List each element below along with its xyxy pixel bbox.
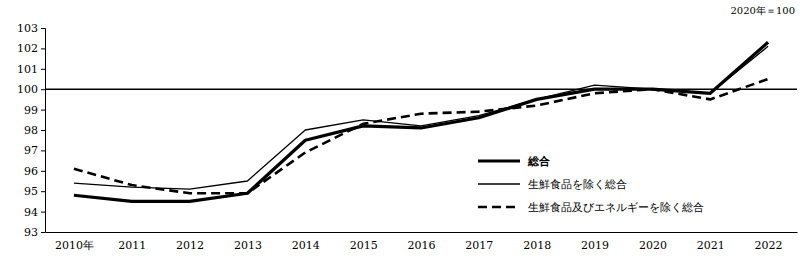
tick-label: 2011: [118, 239, 146, 252]
tick-mark: [41, 232, 45, 233]
plot-area: [45, 42, 797, 201]
tick-mark: [41, 89, 45, 90]
tick-label: 95: [24, 185, 38, 198]
tick-label: 2013: [234, 239, 262, 252]
tick-mark: [41, 28, 45, 29]
tick: 2019: [581, 232, 609, 252]
tick-label: 100: [17, 83, 38, 96]
tick-label: 2022: [755, 239, 783, 252]
tick: 98: [24, 124, 45, 137]
legend-swatch: [478, 159, 520, 162]
subtitle: 2020年＝100: [730, 5, 795, 16]
y-axis: 93 94 95 96 97 98 99 100 101 102 103: [17, 22, 46, 239]
tick-mark: [41, 191, 45, 192]
tick-label: 96: [24, 165, 38, 178]
tick-label: 2012: [176, 239, 204, 252]
tick-label: 103: [17, 22, 38, 35]
series-line: [74, 42, 768, 201]
series-line: [74, 79, 768, 193]
tick-mark: [41, 150, 45, 151]
tick-label: 2020: [639, 239, 667, 252]
tick: 2015: [350, 232, 378, 252]
tick-label: 2018: [523, 239, 551, 252]
tick-label: 2010年: [55, 239, 94, 252]
legend: 総合生鮮食品を除く総合生鮮食品及びエネルギーを除く総合: [478, 155, 704, 214]
x-axis: 2010年 2011 2012 2013 2014 2015 2016 2017 2018 201…: [46, 232, 798, 252]
tick-label: 2021: [697, 239, 725, 252]
tick-mark: [41, 130, 45, 131]
tick-mark: [41, 48, 45, 49]
tick-label: 2017: [465, 239, 493, 252]
tick: 2013: [234, 232, 262, 252]
tick-label: 2016: [408, 239, 436, 252]
legend-swatch: [478, 206, 520, 209]
tick: 101: [17, 63, 45, 76]
tick: 94: [24, 206, 45, 219]
tick-label: 2014: [292, 239, 320, 252]
tick-label: 102: [17, 42, 38, 55]
tick: 103: [17, 22, 45, 35]
legend-label: 生鮮食品を除く総合: [528, 178, 627, 191]
legend-label: 生鮮食品及びエネルギーを除く総合: [528, 201, 704, 214]
tick: 2022: [755, 232, 783, 252]
tick: 2011: [118, 232, 146, 252]
reference-line: [45, 88, 797, 90]
chart: 2020年＝100 93 94 95 96 97 98 99 100 101 102 103 2010年…: [0, 0, 800, 269]
tick: 96: [24, 165, 45, 178]
tick: 2020: [639, 232, 667, 252]
tick-label: 2019: [581, 239, 609, 252]
tick-mark: [41, 212, 45, 213]
tick: 99: [24, 104, 45, 117]
tick-mark: [41, 69, 45, 70]
tick-label: 97: [24, 144, 38, 157]
tick-label: 99: [24, 104, 38, 117]
tick-label: 98: [24, 124, 38, 137]
tick: 97: [24, 144, 45, 157]
tick: 2016: [408, 232, 436, 252]
tick-mark: [41, 171, 45, 172]
axis-line: [46, 232, 798, 233]
tick: 100: [17, 83, 45, 96]
axis-line: [41, 29, 46, 233]
tick: 2010年: [55, 232, 94, 252]
tick: 95: [24, 185, 45, 198]
tick: 93: [24, 226, 45, 239]
legend-label: 総合: [527, 155, 551, 168]
tick: 2017: [465, 232, 493, 252]
series-line: [74, 46, 768, 189]
tick-label: 94: [24, 206, 38, 219]
tick-label: 2015: [350, 239, 378, 252]
tick-label: 101: [17, 63, 38, 76]
tick-mark: [41, 110, 45, 111]
tick: 2012: [176, 232, 204, 252]
tick: 2021: [697, 232, 725, 252]
tick: 102: [17, 42, 45, 55]
legend-swatch: [478, 183, 520, 184]
tick-label: 93: [24, 226, 38, 239]
tick: 2014: [292, 232, 320, 252]
tick: 2018: [523, 232, 551, 252]
